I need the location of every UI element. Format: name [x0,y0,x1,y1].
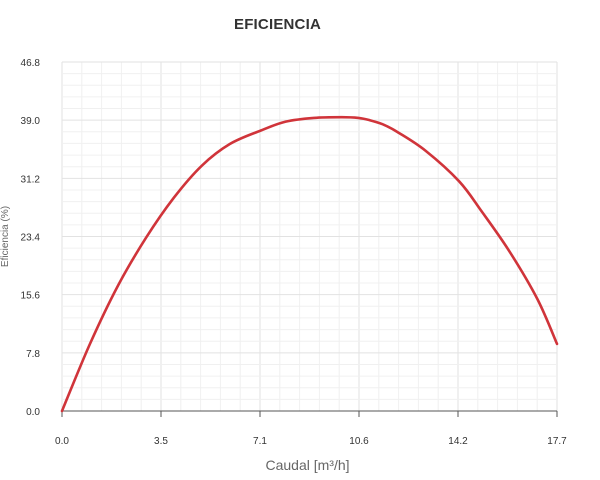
y-tick-label: 46.8 [21,58,41,69]
y-tick-label: 15.6 [21,291,41,302]
y-tick-label: 31.2 [21,174,41,185]
y-axis-title: Eficiencia (%) [0,206,11,267]
y-tick-label: 0.0 [26,407,40,418]
x-tick-label: 3.5 [154,436,168,447]
efficiency-series-line [60,115,559,413]
x-tick-label: 10.6 [349,436,369,447]
x-tick-label: 0.0 [55,436,69,447]
x-tick-label: 17.7 [547,436,567,447]
chart-title: EFICIENCIA [233,16,321,33]
x-tick-label: 7.1 [253,436,267,447]
y-tick-label: 7.8 [26,349,40,360]
x-tick-label: 14.2 [448,436,468,447]
y-tick-label: 23.4 [21,233,41,244]
x-axis-title: Caudal [m³/h] [265,457,349,473]
y-tick-label: 39.0 [21,116,41,127]
